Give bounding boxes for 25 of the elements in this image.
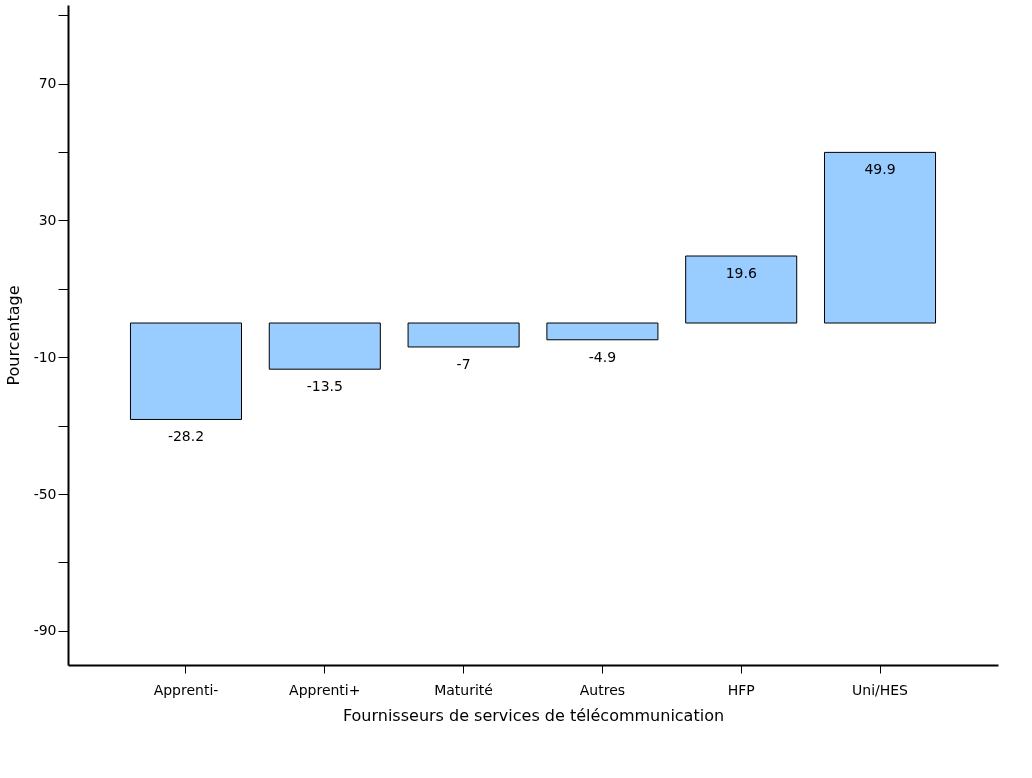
bar xyxy=(407,322,520,348)
x-tick-label: Uni/HES xyxy=(852,681,909,698)
y-tick-label: -10 xyxy=(33,348,57,365)
bar xyxy=(823,151,937,324)
y-tick-label: 30 xyxy=(38,211,57,228)
x-axis-title: Fournisseurs de services de télécommunication xyxy=(342,705,725,725)
x-tick-label: Apprenti- xyxy=(153,681,219,698)
x-tick-label: Apprenti+ xyxy=(289,681,361,698)
bar xyxy=(268,322,381,370)
data-label: -4.9 xyxy=(588,348,617,365)
y-tick-label: 70 xyxy=(38,75,57,92)
y-tick-label: -90 xyxy=(33,622,57,639)
y-tick-label: -50 xyxy=(33,485,57,502)
bar xyxy=(685,255,798,324)
x-tick-label: HFP xyxy=(727,681,755,698)
x-tick-label: Maturité xyxy=(434,681,493,698)
data-label: 49.9 xyxy=(864,161,896,178)
data-label: 19.6 xyxy=(725,265,757,282)
data-label: -28.2 xyxy=(167,428,205,445)
x-tick-label: Autres xyxy=(579,681,626,698)
bar xyxy=(129,322,243,420)
y-axis-title: Pourcentage xyxy=(3,285,23,386)
data-label: -7 xyxy=(456,355,471,372)
data-label: -13.5 xyxy=(306,378,343,395)
bar xyxy=(546,322,659,341)
